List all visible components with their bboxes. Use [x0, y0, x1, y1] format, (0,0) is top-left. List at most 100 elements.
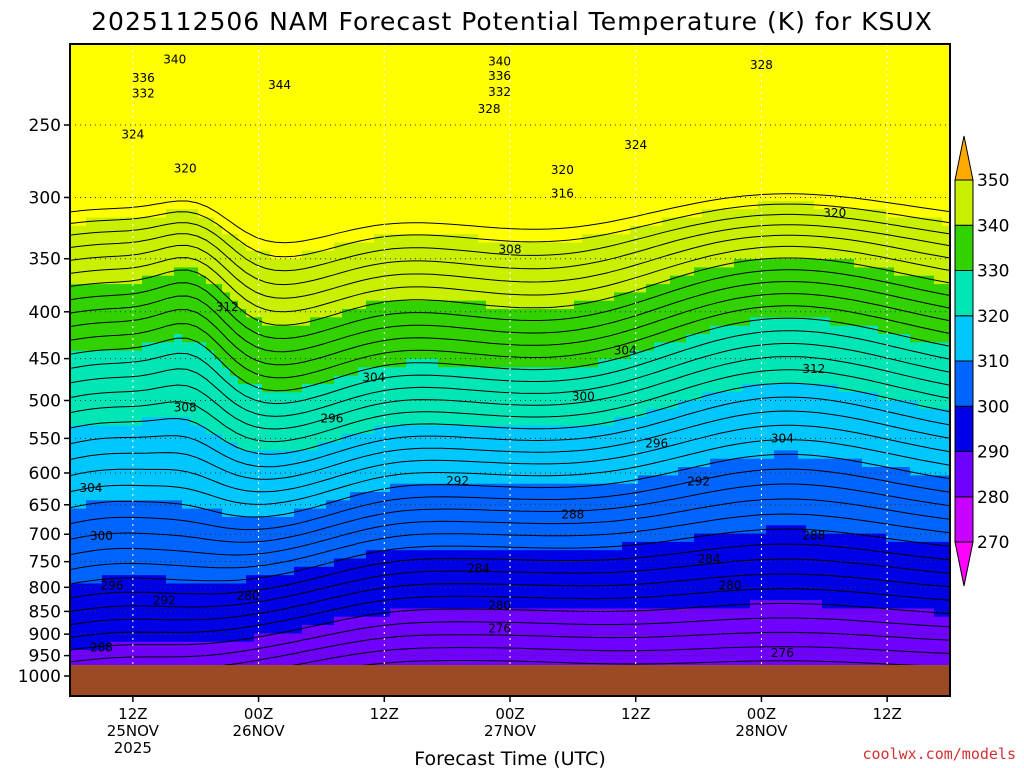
contour-fill-cell — [550, 109, 559, 119]
contour-fill-cell — [558, 51, 567, 61]
contour-fill-cell — [190, 259, 199, 268]
contour-fill-cell — [822, 383, 831, 393]
contour-fill-cell — [118, 44, 127, 52]
contour-fill-cell — [702, 350, 711, 360]
contour-fill-cell — [182, 142, 191, 152]
contour-fill-cell — [814, 375, 823, 385]
contour-fill-cell — [446, 51, 455, 61]
contour-fill-cell — [462, 59, 471, 69]
contour-fill-cell — [542, 275, 551, 285]
contour-fill-cell — [318, 367, 327, 377]
contour-fill-cell — [534, 367, 543, 377]
contour-fill-cell — [798, 375, 807, 385]
contour-fill-cell — [662, 184, 671, 194]
contour-fill-cell — [134, 117, 143, 127]
contour-fill-cell — [534, 59, 543, 69]
contour-fill-cell — [766, 175, 775, 185]
contour-fill-cell — [166, 67, 175, 77]
contour-fill-cell — [806, 392, 815, 402]
contour-fill-cell — [238, 92, 247, 102]
contour-fill-cell — [262, 126, 271, 135]
contour-fill-cell — [638, 109, 647, 119]
contour-fill-cell — [910, 325, 919, 335]
contour-fill-cell — [614, 200, 623, 210]
contour-fill-cell — [630, 350, 639, 360]
contour-fill-cell — [854, 67, 863, 77]
contour-fill-cell — [582, 59, 591, 69]
contour-fill-cell — [686, 334, 695, 343]
contour-fill-cell — [166, 209, 175, 219]
contour-fill-cell — [926, 117, 935, 127]
contour-fill-cell — [422, 151, 431, 160]
contour-fill-cell — [662, 342, 671, 352]
contour-fill-cell — [182, 284, 191, 293]
contour-fill-cell — [934, 225, 943, 235]
contour-fill-cell — [894, 151, 903, 160]
contour-fill-cell — [118, 383, 127, 393]
contour-fill-cell — [926, 309, 935, 318]
contour-fill-cell — [502, 59, 511, 69]
contour-fill-cell — [678, 317, 687, 327]
contour-fill-cell — [326, 109, 335, 119]
contour-fill-cell — [750, 167, 759, 177]
contour-fill-cell — [222, 358, 231, 368]
contour-fill-cell — [406, 392, 415, 402]
contour-fill-cell — [926, 259, 935, 268]
contour-fill-cell — [798, 325, 807, 335]
contour-fill-cell — [278, 275, 287, 285]
contour-fill-cell — [222, 317, 231, 327]
contour-fill-cell — [398, 259, 407, 268]
contour-fill-cell — [206, 126, 215, 135]
contour-fill-cell — [846, 59, 855, 69]
contour-fill-cell — [774, 367, 783, 377]
contour-fill-cell — [638, 184, 647, 194]
contour-fill-cell — [206, 92, 215, 102]
contour-fill-cell — [526, 325, 535, 335]
contour-fill-cell — [494, 44, 503, 52]
contour-fill-cell — [750, 159, 759, 169]
contour-fill-cell — [462, 92, 471, 102]
contour-fill-cell — [502, 383, 511, 393]
contour-fill-cell — [510, 44, 519, 52]
contour-fill-cell — [326, 44, 335, 52]
contour-fill-cell — [454, 267, 463, 277]
contour-fill-cell — [222, 59, 231, 69]
contour-fill-cell — [238, 267, 247, 277]
contour-fill-cell — [742, 126, 751, 135]
contour-fill-cell — [302, 109, 311, 119]
contour-fill-cell — [374, 284, 383, 293]
contour-fill-cell — [582, 275, 591, 285]
contour-fill-cell — [286, 275, 295, 285]
contour-fill-cell — [606, 309, 615, 318]
contour-fill-cell — [358, 175, 367, 185]
contour-fill-cell — [254, 284, 263, 293]
contour-fill-cell — [622, 44, 631, 52]
contour-fill-cell — [758, 275, 767, 285]
contour-fill-cell — [862, 175, 871, 185]
contour-fill-cell — [838, 275, 847, 285]
contour-fill-cell — [334, 375, 343, 385]
contour-fill-cell — [350, 217, 359, 227]
contour-fill-cell — [406, 317, 415, 327]
contour-fill-cell — [758, 142, 767, 152]
contour-fill-cell — [374, 76, 383, 85]
contour-fill-cell — [278, 59, 287, 69]
contour-fill-cell — [886, 142, 895, 152]
contour-fill-cell — [166, 159, 175, 169]
contour-fill-cell — [262, 367, 271, 377]
contour-fill-cell — [70, 309, 79, 318]
contour-fill-cell — [150, 300, 159, 310]
contour-fill-cell — [446, 292, 455, 302]
contour-fill-cell — [550, 51, 559, 61]
contour-fill-cell — [166, 383, 175, 393]
contour-fill-cell — [910, 101, 919, 110]
contour-fill-cell — [622, 392, 631, 402]
contour-fill-cell — [326, 126, 335, 135]
contour-fill-cell — [478, 117, 487, 127]
contour-fill-cell — [430, 92, 439, 102]
contour-fill-cell — [102, 175, 111, 185]
contour-fill-cell — [358, 292, 367, 302]
contour-fill-cell — [830, 267, 839, 277]
contour-fill-cell — [430, 284, 439, 293]
contour-fill-cell — [534, 309, 543, 318]
